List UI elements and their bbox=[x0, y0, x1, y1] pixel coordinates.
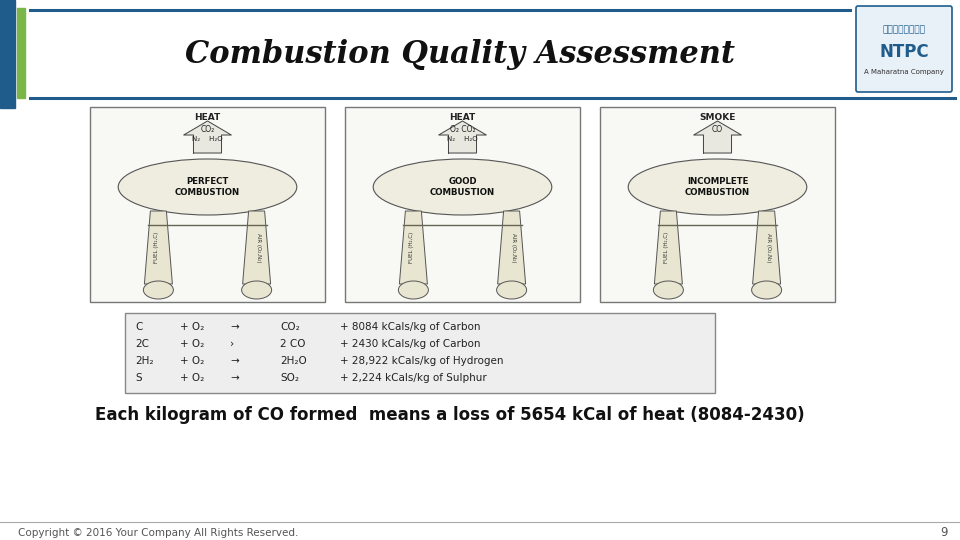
Text: →: → bbox=[230, 322, 239, 332]
Text: N₂    H₂O: N₂ H₂O bbox=[192, 136, 223, 142]
Polygon shape bbox=[439, 121, 487, 153]
Ellipse shape bbox=[496, 281, 527, 299]
Ellipse shape bbox=[242, 281, 272, 299]
Text: + O₂: + O₂ bbox=[180, 339, 204, 349]
Ellipse shape bbox=[118, 159, 297, 215]
Text: NTPC: NTPC bbox=[879, 43, 929, 61]
Polygon shape bbox=[655, 211, 683, 284]
Text: Each kilogram of CO formed  means a loss of 5654 kCal of heat (8084-2430): Each kilogram of CO formed means a loss … bbox=[95, 406, 804, 424]
Bar bbox=[90, 107, 325, 302]
Text: 9: 9 bbox=[941, 526, 948, 539]
Polygon shape bbox=[183, 121, 231, 153]
Text: CO: CO bbox=[712, 125, 723, 133]
Text: + 2,224 kCals/kg of Sulphur: + 2,224 kCals/kg of Sulphur bbox=[340, 373, 487, 383]
Bar bbox=[345, 107, 580, 302]
Polygon shape bbox=[144, 211, 173, 284]
Text: Combustion Quality Assessment: Combustion Quality Assessment bbox=[185, 38, 735, 70]
Text: + 28,922 kCals/kg of Hydrogen: + 28,922 kCals/kg of Hydrogen bbox=[340, 356, 503, 366]
Text: ›: › bbox=[230, 339, 234, 349]
Text: Copyright © 2016 Your Company All Rights Reserved.: Copyright © 2016 Your Company All Rights… bbox=[18, 528, 299, 538]
Ellipse shape bbox=[143, 281, 174, 299]
Text: 2H₂O: 2H₂O bbox=[280, 356, 307, 366]
Ellipse shape bbox=[628, 159, 806, 215]
Text: + O₂: + O₂ bbox=[180, 322, 204, 332]
Text: HEAT: HEAT bbox=[449, 112, 475, 122]
Text: O₂ CO₂: O₂ CO₂ bbox=[449, 125, 475, 133]
Text: FUEL (H₂,C): FUEL (H₂,C) bbox=[409, 232, 414, 263]
Text: SMOKE: SMOKE bbox=[699, 112, 735, 122]
Text: C: C bbox=[135, 322, 142, 332]
Text: FUEL (H₂,C): FUEL (H₂,C) bbox=[664, 232, 669, 263]
Text: + O₂: + O₂ bbox=[180, 356, 204, 366]
Polygon shape bbox=[243, 211, 271, 284]
Text: AIR (O₂,N₂): AIR (O₂,N₂) bbox=[766, 233, 771, 262]
Text: AIR (O₂,N₂): AIR (O₂,N₂) bbox=[256, 233, 261, 262]
Bar bbox=[125, 313, 715, 393]
Ellipse shape bbox=[398, 281, 428, 299]
Text: 2H₂: 2H₂ bbox=[135, 356, 154, 366]
Text: SO₂: SO₂ bbox=[280, 373, 299, 383]
Bar bbox=[0, 0, 15, 108]
Polygon shape bbox=[694, 121, 741, 153]
Text: PERFECT
COMBUSTION: PERFECT COMBUSTION bbox=[175, 177, 240, 197]
Text: INCOMPLETE
COMBUSTION: INCOMPLETE COMBUSTION bbox=[684, 177, 750, 197]
Polygon shape bbox=[497, 211, 526, 284]
Text: →: → bbox=[230, 373, 239, 383]
FancyBboxPatch shape bbox=[856, 6, 952, 92]
Text: HEAT: HEAT bbox=[194, 112, 221, 122]
Polygon shape bbox=[399, 211, 427, 284]
Bar bbox=[600, 107, 835, 302]
Text: + O₂: + O₂ bbox=[180, 373, 204, 383]
Text: CO₂: CO₂ bbox=[280, 322, 300, 332]
Text: A Maharatna Company: A Maharatna Company bbox=[864, 69, 944, 75]
Text: AIR (O₂,N₂): AIR (O₂,N₂) bbox=[511, 233, 516, 262]
Polygon shape bbox=[753, 211, 780, 284]
Text: 2C: 2C bbox=[135, 339, 149, 349]
Text: 2 CO: 2 CO bbox=[280, 339, 305, 349]
Text: FUEL (H₂,C): FUEL (H₂,C) bbox=[154, 232, 159, 263]
Text: GOOD
COMBUSTION: GOOD COMBUSTION bbox=[430, 177, 495, 197]
Ellipse shape bbox=[654, 281, 684, 299]
Text: S: S bbox=[135, 373, 142, 383]
Text: + 8084 kCals/kg of Carbon: + 8084 kCals/kg of Carbon bbox=[340, 322, 481, 332]
Bar bbox=[17, 8, 25, 98]
Text: N₂    H₂O: N₂ H₂O bbox=[447, 136, 478, 142]
Text: एनटीपीसी: एनटीपीसी bbox=[882, 25, 925, 35]
Ellipse shape bbox=[373, 159, 552, 215]
Text: →: → bbox=[230, 356, 239, 366]
Text: + 2430 kCals/kg of Carbon: + 2430 kCals/kg of Carbon bbox=[340, 339, 481, 349]
Text: CO₂: CO₂ bbox=[201, 125, 215, 133]
Ellipse shape bbox=[752, 281, 781, 299]
